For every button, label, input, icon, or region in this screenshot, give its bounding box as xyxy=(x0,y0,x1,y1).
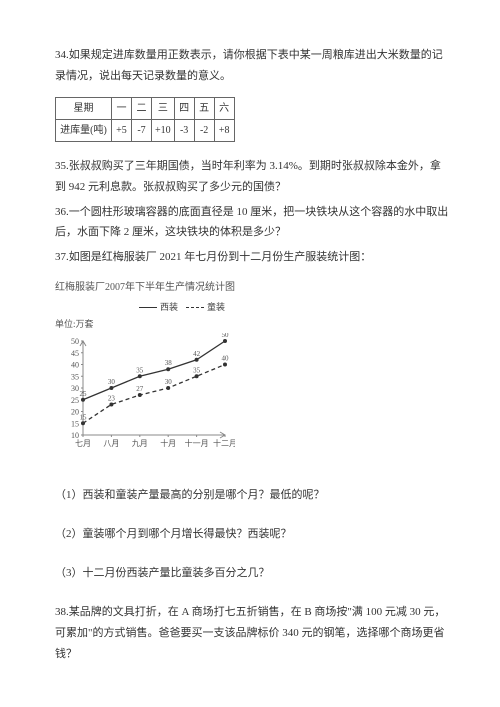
legend-line-solid xyxy=(139,307,157,308)
svg-text:15: 15 xyxy=(71,420,79,429)
q37-sub3: （3）十二月份西装产量比童装多百分之几？ xyxy=(55,563,450,584)
chart-title: 红梅服装厂2007年下半年生产情况统计图 xyxy=(55,278,235,297)
chart-ylabel: 单位:万套 xyxy=(55,316,235,333)
svg-text:15: 15 xyxy=(80,414,88,422)
svg-text:27: 27 xyxy=(136,385,144,393)
legend-line-dash xyxy=(186,307,204,308)
legend-solid: 西装 xyxy=(139,299,178,316)
line-chart: 101520253035404550七月八月九月十月十一月十二月25303538… xyxy=(55,333,235,453)
svg-text:十二月: 十二月 xyxy=(213,438,235,448)
svg-text:25: 25 xyxy=(80,390,88,398)
td-v6: +8 xyxy=(214,119,234,141)
svg-text:25: 25 xyxy=(71,396,79,405)
legend-dash-label: 童装 xyxy=(207,299,225,316)
svg-text:35: 35 xyxy=(193,367,201,375)
th-weekday: 星期 xyxy=(56,97,112,119)
table-row: 进库量(吨) +5 -7 +10 -3 -2 +8 xyxy=(56,119,235,141)
td-v4: -3 xyxy=(174,119,194,141)
th-d3: 三 xyxy=(152,97,175,119)
svg-text:30: 30 xyxy=(71,384,79,393)
chart-legend: 西装 童装 xyxy=(55,299,225,316)
q37-sub2: （2）童装哪个月到哪个月增长得最快？西装呢？ xyxy=(55,524,450,545)
svg-text:30: 30 xyxy=(108,378,116,386)
table-row: 星期 一 二 三 四 五 六 xyxy=(56,97,235,119)
q37-sub1: （1）西装和童装产量最高的分别是哪个月？最低的呢？ xyxy=(55,485,450,506)
svg-text:八月: 八月 xyxy=(103,439,119,448)
svg-text:38: 38 xyxy=(165,360,173,368)
q34-table: 星期 一 二 三 四 五 六 进库量(吨) +5 -7 +10 -3 -2 +8 xyxy=(55,97,235,142)
svg-text:35: 35 xyxy=(136,367,144,375)
q34-text: 34.如果规定进库数量用正数表示，请你根据下表中某一周粮库进出大米数量的记录情况… xyxy=(55,45,450,87)
q37-text: 37.如图是红梅服装厂 2021 年七月份到十二月份生产服装统计图： xyxy=(55,247,450,268)
th-d2: 二 xyxy=(132,97,152,119)
svg-text:九月: 九月 xyxy=(132,439,148,448)
svg-text:50: 50 xyxy=(71,337,79,346)
svg-text:七月: 七月 xyxy=(75,439,91,448)
th-d5: 五 xyxy=(194,97,214,119)
th-d6: 六 xyxy=(214,97,234,119)
td-v5: -2 xyxy=(194,119,214,141)
svg-text:40: 40 xyxy=(71,361,79,370)
td-v1: +5 xyxy=(112,119,132,141)
svg-text:42: 42 xyxy=(193,350,201,358)
svg-text:十一月: 十一月 xyxy=(185,438,209,448)
svg-text:45: 45 xyxy=(71,349,79,358)
th-d4: 四 xyxy=(174,97,194,119)
q36-text: 36.一个圆柱形玻璃容器的底面直径是 10 厘米，把一块铁块从这个容器的水中取出… xyxy=(55,202,450,244)
td-label: 进库量(吨) xyxy=(56,119,112,141)
svg-text:35: 35 xyxy=(71,373,79,382)
th-d1: 一 xyxy=(112,97,132,119)
svg-text:十月: 十月 xyxy=(160,438,176,448)
legend-dash: 童装 xyxy=(186,299,225,316)
td-v2: -7 xyxy=(132,119,152,141)
svg-text:50: 50 xyxy=(222,333,230,339)
svg-text:23: 23 xyxy=(108,395,116,403)
svg-text:40: 40 xyxy=(222,355,230,363)
legend-solid-label: 西装 xyxy=(160,299,178,316)
q38-text: 38.某品牌的文具打折，在 A 商场打七五折销售，在 B 商场按"满 100 元… xyxy=(55,602,450,665)
svg-text:20: 20 xyxy=(71,408,79,417)
chart-container: 红梅服装厂2007年下半年生产情况统计图 西装 童装 单位:万套 1015202… xyxy=(55,278,235,453)
svg-text:30: 30 xyxy=(165,378,173,386)
q35-text: 35.张叔叔购买了三年期国债，当时年利率为 3.14%。到期时张叔叔除本金外，拿… xyxy=(55,156,450,198)
td-v3: +10 xyxy=(152,119,175,141)
